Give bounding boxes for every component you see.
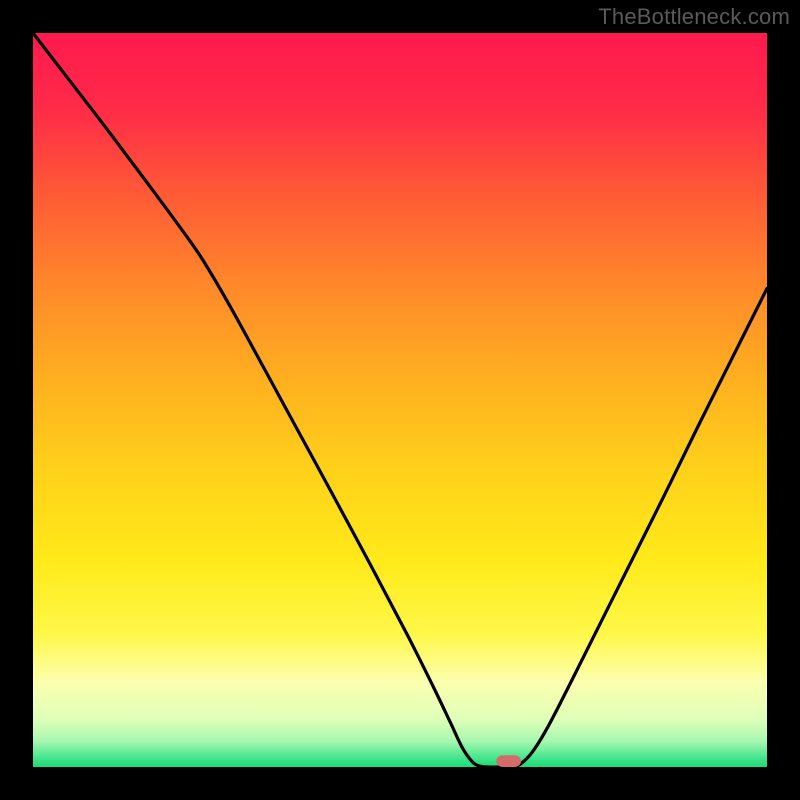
chart-svg — [33, 33, 767, 767]
plot-area — [33, 33, 767, 767]
watermark-text: TheBottleneck.com — [598, 4, 790, 30]
gradient-background — [33, 33, 767, 767]
optimum-marker — [496, 755, 521, 767]
